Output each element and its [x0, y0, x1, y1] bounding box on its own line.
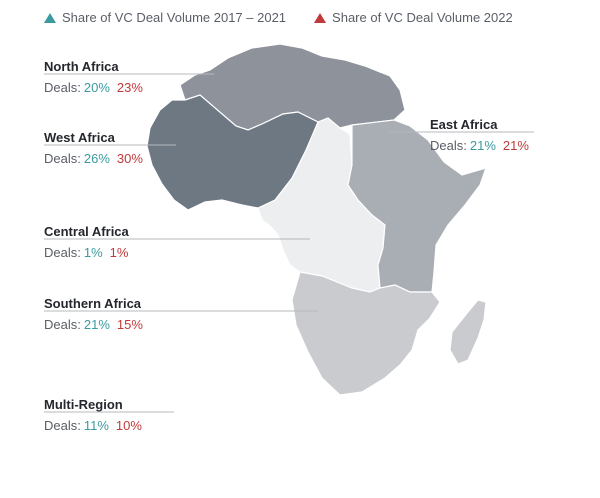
region-deals: Deals: 26% 30%	[44, 152, 143, 165]
deals-label: Deals:	[44, 418, 81, 433]
deals-label: Deals:	[430, 138, 467, 153]
share-2017-2021: 1%	[83, 245, 103, 260]
legend-label-2022: Share of VC Deal Volume 2022	[332, 10, 513, 25]
region-deals: Deals: 20% 23%	[44, 81, 143, 94]
madagascar-shape	[449, 299, 487, 365]
share-2017-2021: 26%	[83, 151, 110, 166]
legend-label-2017-2021: Share of VC Deal Volume 2017 – 2021	[62, 10, 287, 25]
deals-label: Deals:	[44, 317, 81, 332]
deals-label: Deals:	[44, 80, 81, 95]
deals-label: Deals:	[44, 245, 81, 260]
region-name: North Africa	[44, 59, 119, 74]
west-africa-shape	[146, 94, 319, 211]
share-2022: 1%	[109, 245, 129, 260]
region-label-west-africa: West Africa Deals: 26% 30%	[44, 131, 143, 165]
region-label-north-africa: North Africa Deals: 20% 23%	[44, 60, 143, 94]
southern-africa-shape	[291, 271, 441, 396]
region-label-east-africa: East Africa Deals: 21% 21%	[430, 118, 529, 152]
share-2017-2021: 21%	[83, 317, 110, 332]
legend-item-2022: Share of VC Deal Volume 2022	[314, 10, 513, 25]
red-triangle-icon	[314, 12, 327, 23]
region-deals: Deals: 21% 15%	[44, 318, 143, 331]
share-2022: 15%	[116, 317, 143, 332]
deals-label: Deals:	[44, 151, 81, 166]
region-name: West Africa	[44, 130, 115, 145]
east-africa-shape	[347, 119, 487, 293]
region-name: Southern Africa	[44, 296, 142, 311]
share-2022: 10%	[115, 418, 142, 433]
share-2017-2021: 11%	[83, 418, 109, 433]
region-label-southern-africa: Southern Africa Deals: 21% 15%	[44, 297, 143, 331]
region-name: Multi-Region	[44, 397, 123, 412]
share-2022: 21%	[502, 138, 529, 153]
share-2017-2021: 20%	[83, 80, 110, 95]
region-deals: Deals: 1% 1%	[44, 246, 129, 259]
region-label-central-africa: Central Africa Deals: 1% 1%	[44, 225, 129, 259]
legend: Share of VC Deal Volume 2017 – 2021 Shar…	[44, 10, 541, 25]
share-2017-2021: 21%	[469, 138, 496, 153]
share-2022: 23%	[116, 80, 143, 95]
region-deals: Deals: 21% 21%	[430, 139, 529, 152]
share-2022: 30%	[116, 151, 143, 166]
legend-item-2017-2021: Share of VC Deal Volume 2017 – 2021	[44, 10, 286, 25]
region-name: East Africa	[430, 117, 498, 132]
region-name: Central Africa	[44, 224, 129, 239]
region-deals: Deals: 11% 10%	[44, 419, 142, 432]
teal-triangle-icon	[44, 12, 56, 23]
region-label-multi-region: Multi-Region Deals: 11% 10%	[44, 398, 142, 432]
